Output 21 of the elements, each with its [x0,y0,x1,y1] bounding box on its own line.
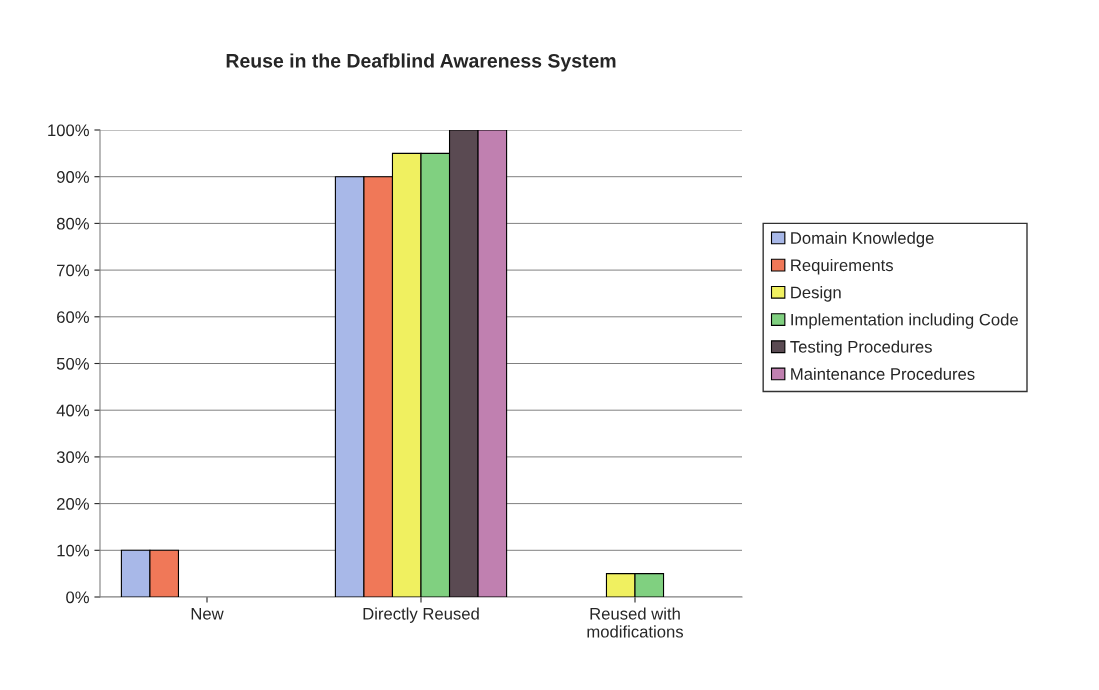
legend-label: Testing Procedures [790,340,932,357]
legend-label: Maintenance Procedures [791,367,975,380]
y-tick-label: 70% [57,264,89,277]
legend-label: Requirements [791,258,893,275]
y-tick-label: 10% [57,544,89,557]
legend-label: Domain Knowledge [791,231,934,248]
y-tick-label: 50% [56,357,89,370]
y-tick-label: 90% [57,171,89,183]
y-tick-label: 20% [57,498,89,510]
y-tick-label: 60% [57,311,89,323]
x-tick-label: Reused with modifications [587,607,684,638]
y-tick-label: 30% [56,451,89,464]
x-tick-label: Directly Reused [363,607,479,623]
x-tick-label: New [191,608,224,620]
legend-label: Implementation including Code [791,313,1018,329]
y-tick-label: 0% [66,591,89,604]
y-tick-label: 40% [56,404,89,417]
y-tick-label: 80% [56,217,89,230]
legend-label: Design [791,286,841,302]
chart-title: Reuse in the Deafblind Awareness System [226,53,616,72]
y-tick-label: 100% [48,124,89,137]
